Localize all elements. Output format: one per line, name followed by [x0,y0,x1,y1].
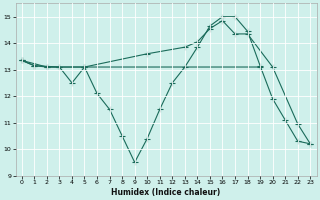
X-axis label: Humidex (Indice chaleur): Humidex (Indice chaleur) [111,188,221,197]
